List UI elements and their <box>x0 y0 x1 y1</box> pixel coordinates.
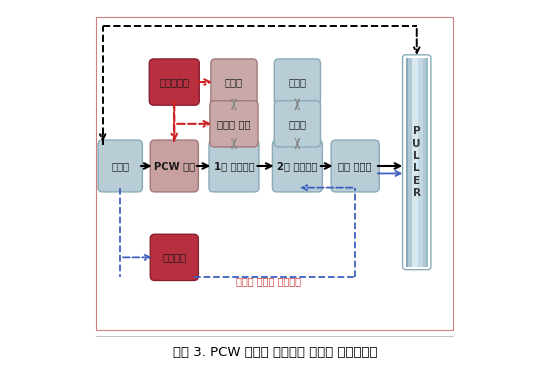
Text: PCW 펌프: PCW 펌프 <box>154 161 195 171</box>
Text: 1차 열교환기: 1차 열교환기 <box>213 161 254 171</box>
Bar <box>405 58 406 267</box>
Text: 2차 열교환기: 2차 열교환기 <box>277 161 317 171</box>
Bar <box>410 58 411 267</box>
FancyBboxPatch shape <box>210 101 258 147</box>
FancyBboxPatch shape <box>211 59 257 105</box>
Bar <box>414 58 415 267</box>
FancyBboxPatch shape <box>272 140 322 192</box>
Bar <box>422 58 423 267</box>
Text: 비상시 냉각수 이동경로: 비상시 냉각수 이동경로 <box>236 277 301 286</box>
Bar <box>423 58 424 267</box>
Bar <box>419 58 420 267</box>
Bar <box>417 58 418 267</box>
Bar <box>425 58 426 267</box>
Bar <box>407 58 408 267</box>
Text: 냉각수 펌프: 냉각수 펌프 <box>217 119 251 129</box>
FancyBboxPatch shape <box>274 59 321 105</box>
FancyBboxPatch shape <box>150 234 199 280</box>
Bar <box>413 58 414 267</box>
Bar <box>409 58 410 267</box>
Text: P
U
L
L
E
R: P U L L E R <box>412 126 421 198</box>
FancyBboxPatch shape <box>331 140 379 192</box>
FancyBboxPatch shape <box>150 140 199 192</box>
Bar <box>420 58 421 267</box>
Text: 그림 3. PCW 시스템 비상운전 플로우 다이어그램: 그림 3. PCW 시스템 비상운전 플로우 다이어그램 <box>173 346 377 359</box>
Text: 냉각탑: 냉각탑 <box>288 77 306 87</box>
Bar <box>408 58 409 267</box>
Bar <box>412 58 413 267</box>
Text: 필터 하우징: 필터 하우징 <box>338 161 372 171</box>
Bar <box>418 58 419 267</box>
Text: 물탱크: 물탱크 <box>111 161 129 171</box>
Bar <box>424 58 425 267</box>
Text: 냉각탑: 냉각탑 <box>225 77 243 87</box>
Bar <box>411 58 412 267</box>
FancyBboxPatch shape <box>149 59 199 105</box>
Text: 냉동기: 냉동기 <box>288 119 306 129</box>
Bar <box>416 58 417 267</box>
Bar <box>415 58 416 267</box>
Bar <box>427 58 428 267</box>
Bar <box>426 58 427 267</box>
FancyBboxPatch shape <box>209 140 259 192</box>
Text: 엔진펌프: 엔진펌프 <box>162 253 186 262</box>
FancyBboxPatch shape <box>96 17 453 330</box>
Bar <box>421 58 422 267</box>
Text: 비상발전기: 비상발전기 <box>160 77 189 87</box>
Bar <box>406 58 407 267</box>
FancyBboxPatch shape <box>98 140 142 192</box>
FancyBboxPatch shape <box>274 101 321 147</box>
